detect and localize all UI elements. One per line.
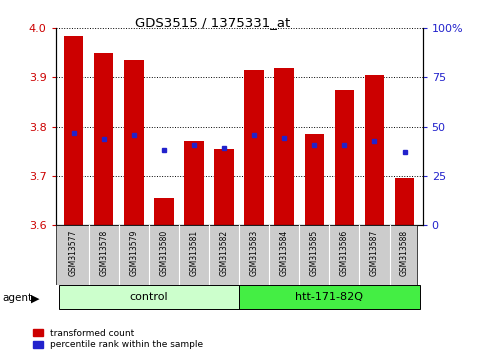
Bar xyxy=(154,198,174,225)
Bar xyxy=(94,53,114,225)
Bar xyxy=(395,178,414,225)
Text: GDS3515 / 1375331_at: GDS3515 / 1375331_at xyxy=(135,16,290,29)
Bar xyxy=(365,75,384,225)
Text: GSM313583: GSM313583 xyxy=(250,230,258,276)
Text: GSM313585: GSM313585 xyxy=(310,230,319,276)
Bar xyxy=(64,36,84,225)
Text: GSM313586: GSM313586 xyxy=(340,230,349,276)
Text: GSM313578: GSM313578 xyxy=(99,230,108,276)
Text: GSM313580: GSM313580 xyxy=(159,230,169,276)
Text: GSM313579: GSM313579 xyxy=(129,230,138,276)
Text: htt-171-82Q: htt-171-82Q xyxy=(295,292,363,302)
Bar xyxy=(335,90,354,225)
Text: ▶: ▶ xyxy=(31,293,40,303)
Bar xyxy=(214,149,234,225)
Bar xyxy=(184,141,204,225)
Text: GSM313588: GSM313588 xyxy=(400,230,409,276)
Bar xyxy=(124,60,143,225)
Bar xyxy=(244,70,264,225)
Bar xyxy=(304,134,324,225)
Text: GSM313587: GSM313587 xyxy=(370,230,379,276)
Text: GSM313582: GSM313582 xyxy=(220,230,228,276)
Legend: transformed count, percentile rank within the sample: transformed count, percentile rank withi… xyxy=(33,329,203,349)
Text: GSM313577: GSM313577 xyxy=(69,230,78,276)
Bar xyxy=(58,285,239,309)
Bar xyxy=(274,68,294,225)
Bar xyxy=(239,285,420,309)
Text: GSM313581: GSM313581 xyxy=(189,230,199,276)
Text: control: control xyxy=(129,292,168,302)
Text: GSM313584: GSM313584 xyxy=(280,230,289,276)
Text: agent: agent xyxy=(2,293,32,303)
